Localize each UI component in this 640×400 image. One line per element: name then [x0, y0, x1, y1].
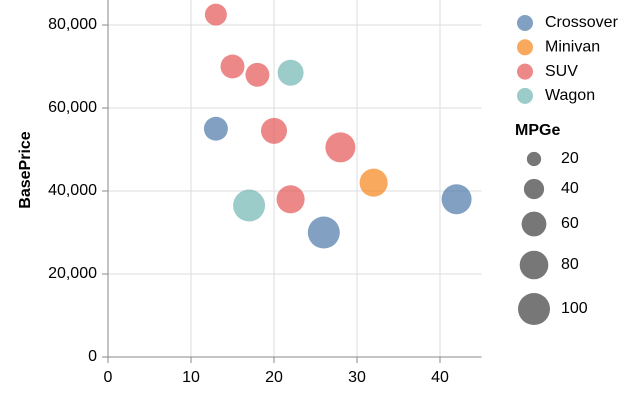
legend-label: Minivan: [545, 39, 600, 56]
y-tick-label: 80,000: [48, 16, 97, 33]
point: [245, 62, 270, 87]
size-legend-symbol: [518, 293, 550, 325]
x-tick-label: 20: [265, 369, 283, 386]
legend-label: SUV: [545, 63, 578, 80]
size-legend-symbol: [523, 178, 545, 200]
point: [441, 184, 472, 215]
x-tick-label: 0: [104, 369, 113, 386]
legend-swatch: [517, 15, 533, 31]
point: [276, 185, 305, 214]
size-legend-label: 80: [561, 256, 579, 273]
point: [203, 116, 228, 141]
legend-swatch: [517, 63, 533, 80]
size-legend-symbol: [521, 211, 547, 237]
y-tick-label: 20,000: [48, 265, 97, 282]
point: [359, 168, 388, 197]
y-tick-label: 40,000: [48, 182, 97, 199]
legend-label: Wagon: [545, 87, 595, 104]
y-axis-title: BasePrice: [17, 131, 34, 208]
point: [261, 117, 287, 144]
size-legend-symbol: [519, 250, 549, 280]
point: [325, 132, 356, 163]
point: [204, 3, 227, 26]
size-legend-label: 100: [561, 300, 588, 317]
x-tick-label: 10: [182, 369, 200, 386]
legend-label: Crossover: [545, 14, 619, 31]
size-legend-title: MPGe: [515, 122, 560, 139]
legend-swatch: [517, 87, 533, 104]
x-tick-label: 40: [431, 369, 449, 386]
size-legend-label: 60: [561, 215, 579, 232]
point: [233, 189, 266, 222]
point: [307, 216, 340, 249]
size-legend-symbol: [526, 151, 542, 167]
size-legend-label: 20: [561, 150, 579, 167]
point: [220, 54, 245, 79]
size-legend-label: 40: [561, 180, 579, 197]
legend-swatch: [517, 39, 533, 56]
y-tick-label: 60,000: [48, 99, 97, 116]
x-tick-label: 30: [348, 369, 366, 386]
point: [277, 59, 304, 86]
y-tick-label: 0: [88, 348, 97, 365]
